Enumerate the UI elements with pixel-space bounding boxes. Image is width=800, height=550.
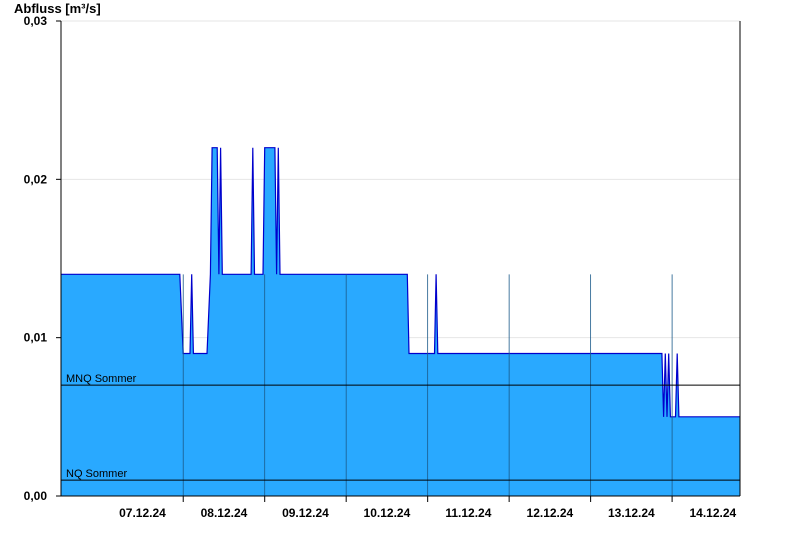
y-tick-label: 0,02 xyxy=(24,172,48,186)
x-tick-label: 07.12.24 xyxy=(119,506,166,520)
y-tick-label: 0,01 xyxy=(24,331,48,345)
x-tick-label: 10.12.24 xyxy=(364,506,411,520)
reference-line-label: MNQ Sommer xyxy=(66,373,137,385)
axis-layer: 0,00 0,01 0,02 0,03 07.12.24 08.12.24 09.12.24… xyxy=(24,14,741,520)
reference-line-label: NQ Sommer xyxy=(66,468,127,480)
x-tick-label: 11.12.24 xyxy=(445,506,491,520)
y-tick-label: 0,03 xyxy=(24,14,48,28)
series-line xyxy=(61,147,740,418)
y-tick-label: 0,00 xyxy=(24,489,48,503)
reference-line-layer: MNQ Sommer NQ Sommer xyxy=(61,373,740,481)
x-tick-label: 12.12.24 xyxy=(527,506,574,520)
x-tick-label: 13.12.24 xyxy=(608,506,655,520)
y-axis-label: Abfluss [m³/s] xyxy=(14,1,101,16)
x-tick-label: 08.12.24 xyxy=(201,506,248,520)
x-tick-label: 09.12.24 xyxy=(282,506,329,520)
series-area xyxy=(61,147,740,496)
x-tick-label: 14.12.24 xyxy=(689,506,736,520)
series-layer xyxy=(61,147,740,496)
